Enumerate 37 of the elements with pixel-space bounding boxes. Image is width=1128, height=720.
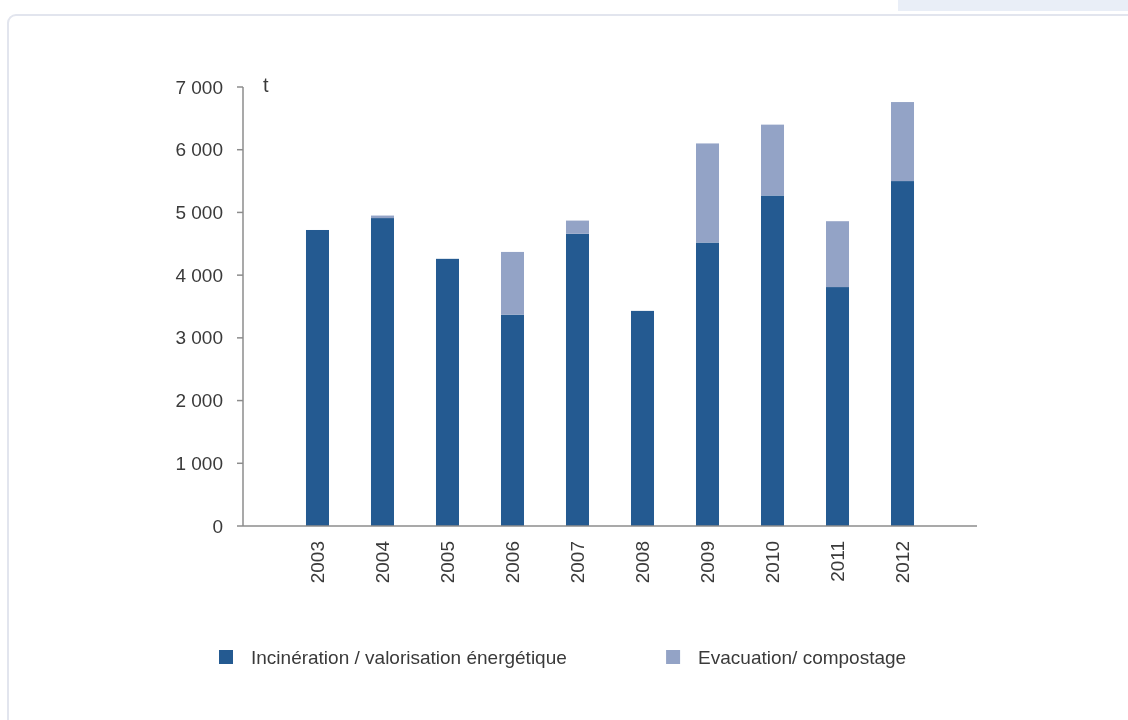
bar <box>761 124 785 196</box>
bar <box>631 310 655 526</box>
bar <box>500 314 524 526</box>
bar <box>761 195 785 526</box>
y-tick-label: 6 000 <box>175 139 223 161</box>
y-tick-label: 5 000 <box>175 201 223 223</box>
bar <box>435 258 459 526</box>
y-tick-label: 0 <box>212 515 223 537</box>
y-axis-title: t <box>263 74 269 96</box>
y-tick-label: 1 000 <box>175 452 223 474</box>
bar <box>696 143 720 243</box>
bar <box>305 229 329 526</box>
x-tick-label: 2008 <box>632 541 653 584</box>
bar <box>696 242 720 526</box>
bar <box>565 220 589 234</box>
legend-label: Evacuation/ compostage <box>698 646 907 668</box>
x-tick-label: 2012 <box>892 541 914 584</box>
x-tick-label: 2006 <box>502 541 523 584</box>
bar <box>826 287 850 526</box>
x-tick-label: 2011 <box>827 541 849 582</box>
y-tick-label: 4 000 <box>175 264 223 286</box>
x-tick-label: 2009 <box>697 541 718 584</box>
bar <box>370 218 394 526</box>
bar <box>500 251 524 315</box>
bar <box>891 102 915 182</box>
y-tick-label: 7 000 <box>175 76 223 98</box>
bar <box>826 221 850 288</box>
x-tick-label: 2004 <box>371 540 393 584</box>
x-tick-label: 2005 <box>437 541 458 584</box>
y-tick-label: 2 000 <box>175 390 223 412</box>
bar <box>565 233 589 526</box>
bar <box>891 181 915 526</box>
y-tick-label: 3 000 <box>175 327 223 349</box>
x-tick-label: 2007 <box>567 541 588 584</box>
legend-label: Incinération / valorisation énergétique <box>251 646 567 668</box>
x-tick-label: 2010 <box>762 541 783 584</box>
x-tick-label: 2003 <box>306 541 328 584</box>
